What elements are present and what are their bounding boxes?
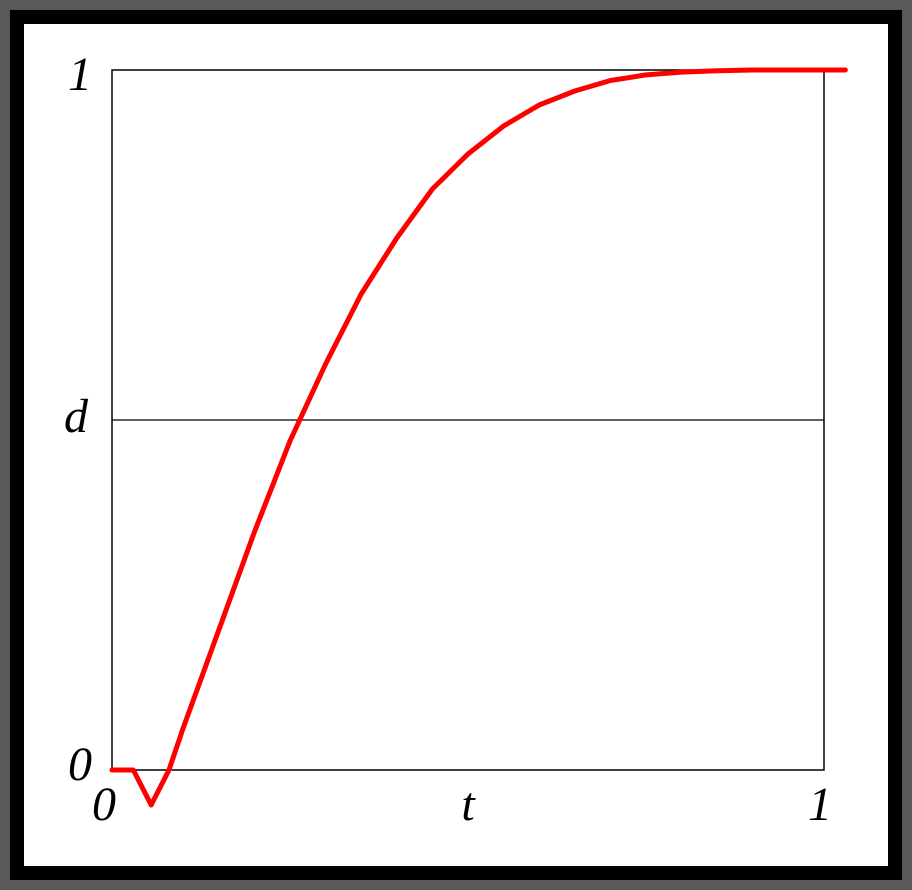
- black-frame: 1 d 00 t 1: [10, 10, 902, 880]
- axis-label-x_mid: t: [461, 778, 476, 831]
- white-panel: 1 d 00 t 1: [24, 24, 888, 866]
- outer-background: 1 d 00 t 1: [0, 0, 912, 890]
- axis-label-y_zero: 0: [68, 738, 92, 791]
- axis-label-x_zero: 0: [92, 778, 116, 831]
- axis-label-y_top: 1: [68, 48, 92, 101]
- easing-curve-chart: 1 d 00 t 1: [24, 24, 888, 866]
- axis-label-x_right: 1: [808, 778, 832, 831]
- curve-line: [112, 70, 845, 805]
- axis-label-y_mid: d: [64, 390, 89, 443]
